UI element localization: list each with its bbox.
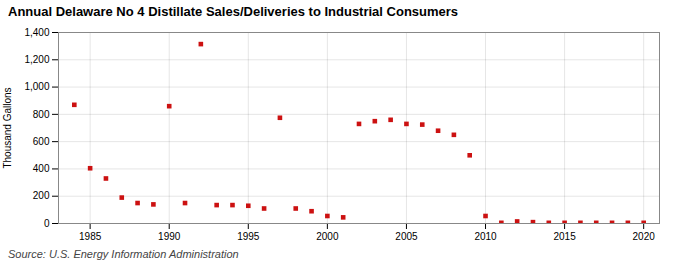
svg-text:1985: 1985 <box>79 231 102 242</box>
svg-text:800: 800 <box>33 109 50 120</box>
svg-text:1,400: 1,400 <box>24 27 49 38</box>
svg-text:1,000: 1,000 <box>24 81 49 92</box>
svg-text:1,200: 1,200 <box>24 54 49 65</box>
svg-text:600: 600 <box>33 136 50 147</box>
html-text:Source: U.S. Energy Informatio: Source: U.S. Energy Information Administ… <box>8 248 239 260</box>
svg-text:2015: 2015 <box>553 231 576 242</box>
svg-text:2020: 2020 <box>633 231 656 242</box>
html-text:Annual Delaware No 4 Distillat: Annual Delaware No 4 Distillate Sales/De… <box>8 4 459 19</box>
svg-text:200: 200 <box>33 190 50 201</box>
svg-text:0: 0 <box>44 218 50 229</box>
svg-text:1995: 1995 <box>237 231 260 242</box>
svg-text:400: 400 <box>33 163 50 174</box>
svg-text:Thousand Gallons: Thousand Gallons <box>2 87 13 168</box>
svg-text:2005: 2005 <box>395 231 418 242</box>
svg-text:2010: 2010 <box>474 231 497 242</box>
svg-text:1990: 1990 <box>158 231 181 242</box>
svg-text:2000: 2000 <box>316 231 339 242</box>
